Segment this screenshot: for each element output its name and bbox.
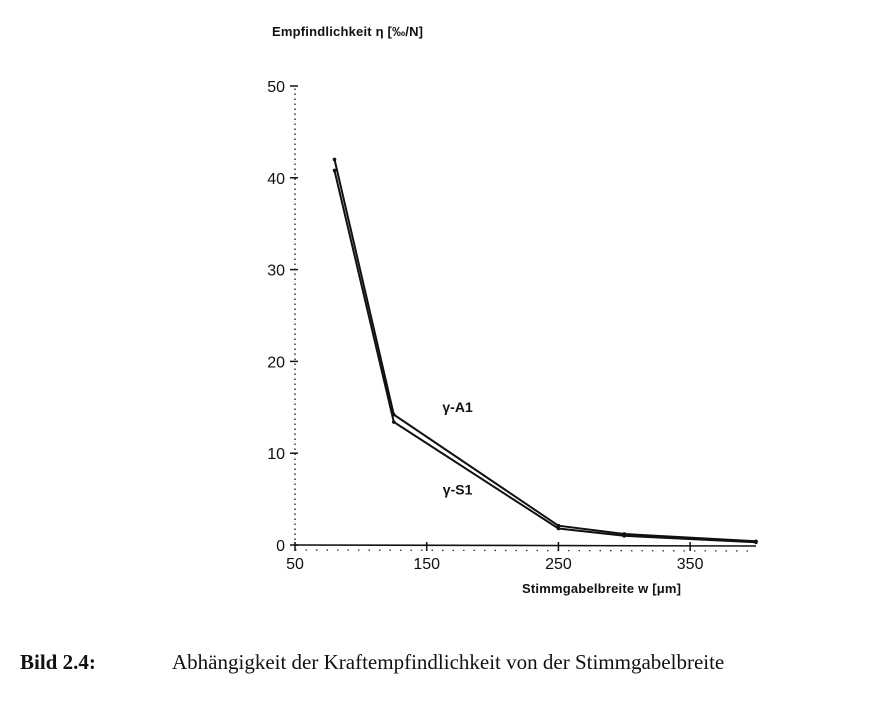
data-point (556, 526, 561, 531)
x-tick-label: 50 (286, 556, 304, 573)
series-line-2 (333, 170, 757, 544)
caption-number: Bild 2.4: (20, 650, 96, 674)
x-tick-label: 150 (413, 556, 440, 573)
data-point (556, 523, 561, 528)
series-line-1 (333, 159, 757, 543)
x-tick-label: 350 (677, 556, 704, 573)
y-tick-label: 0 (276, 538, 285, 555)
axes: 0 10 20 30 40 50 50 150 250 350 (267, 79, 757, 573)
line-chart: 0 10 20 30 40 50 50 150 250 350 γ-A1 γ-S1 (267, 79, 758, 573)
data-point (754, 540, 758, 545)
data-point (332, 168, 337, 173)
x-axis-line (294, 544, 757, 547)
data-point (391, 420, 396, 424)
y-tick-label: 20 (267, 354, 285, 371)
x-tick-label: 250 (545, 556, 572, 573)
y-tick-label: 40 (267, 171, 285, 188)
y-tick-label: 50 (267, 79, 285, 96)
series-labels: γ-A1 γ-S1 (442, 399, 473, 498)
x-axis-label: Stimmgabelbreite w [μm] (522, 581, 682, 596)
y-tick-label: 30 (267, 263, 285, 280)
series-layer (332, 157, 758, 545)
series-label-2: γ-S1 (443, 482, 473, 498)
series-label-1: γ-A1 (442, 399, 473, 415)
y-axis-label: Empfindlichkeit η [‰/N] (272, 24, 424, 39)
caption-text: Abhängigkeit der Kraftempfindlichkeit vo… (172, 650, 725, 674)
data-point (332, 157, 337, 162)
y-tick-label: 10 (267, 446, 285, 463)
x-axis-dots (294, 549, 757, 552)
data-point (622, 534, 627, 538)
